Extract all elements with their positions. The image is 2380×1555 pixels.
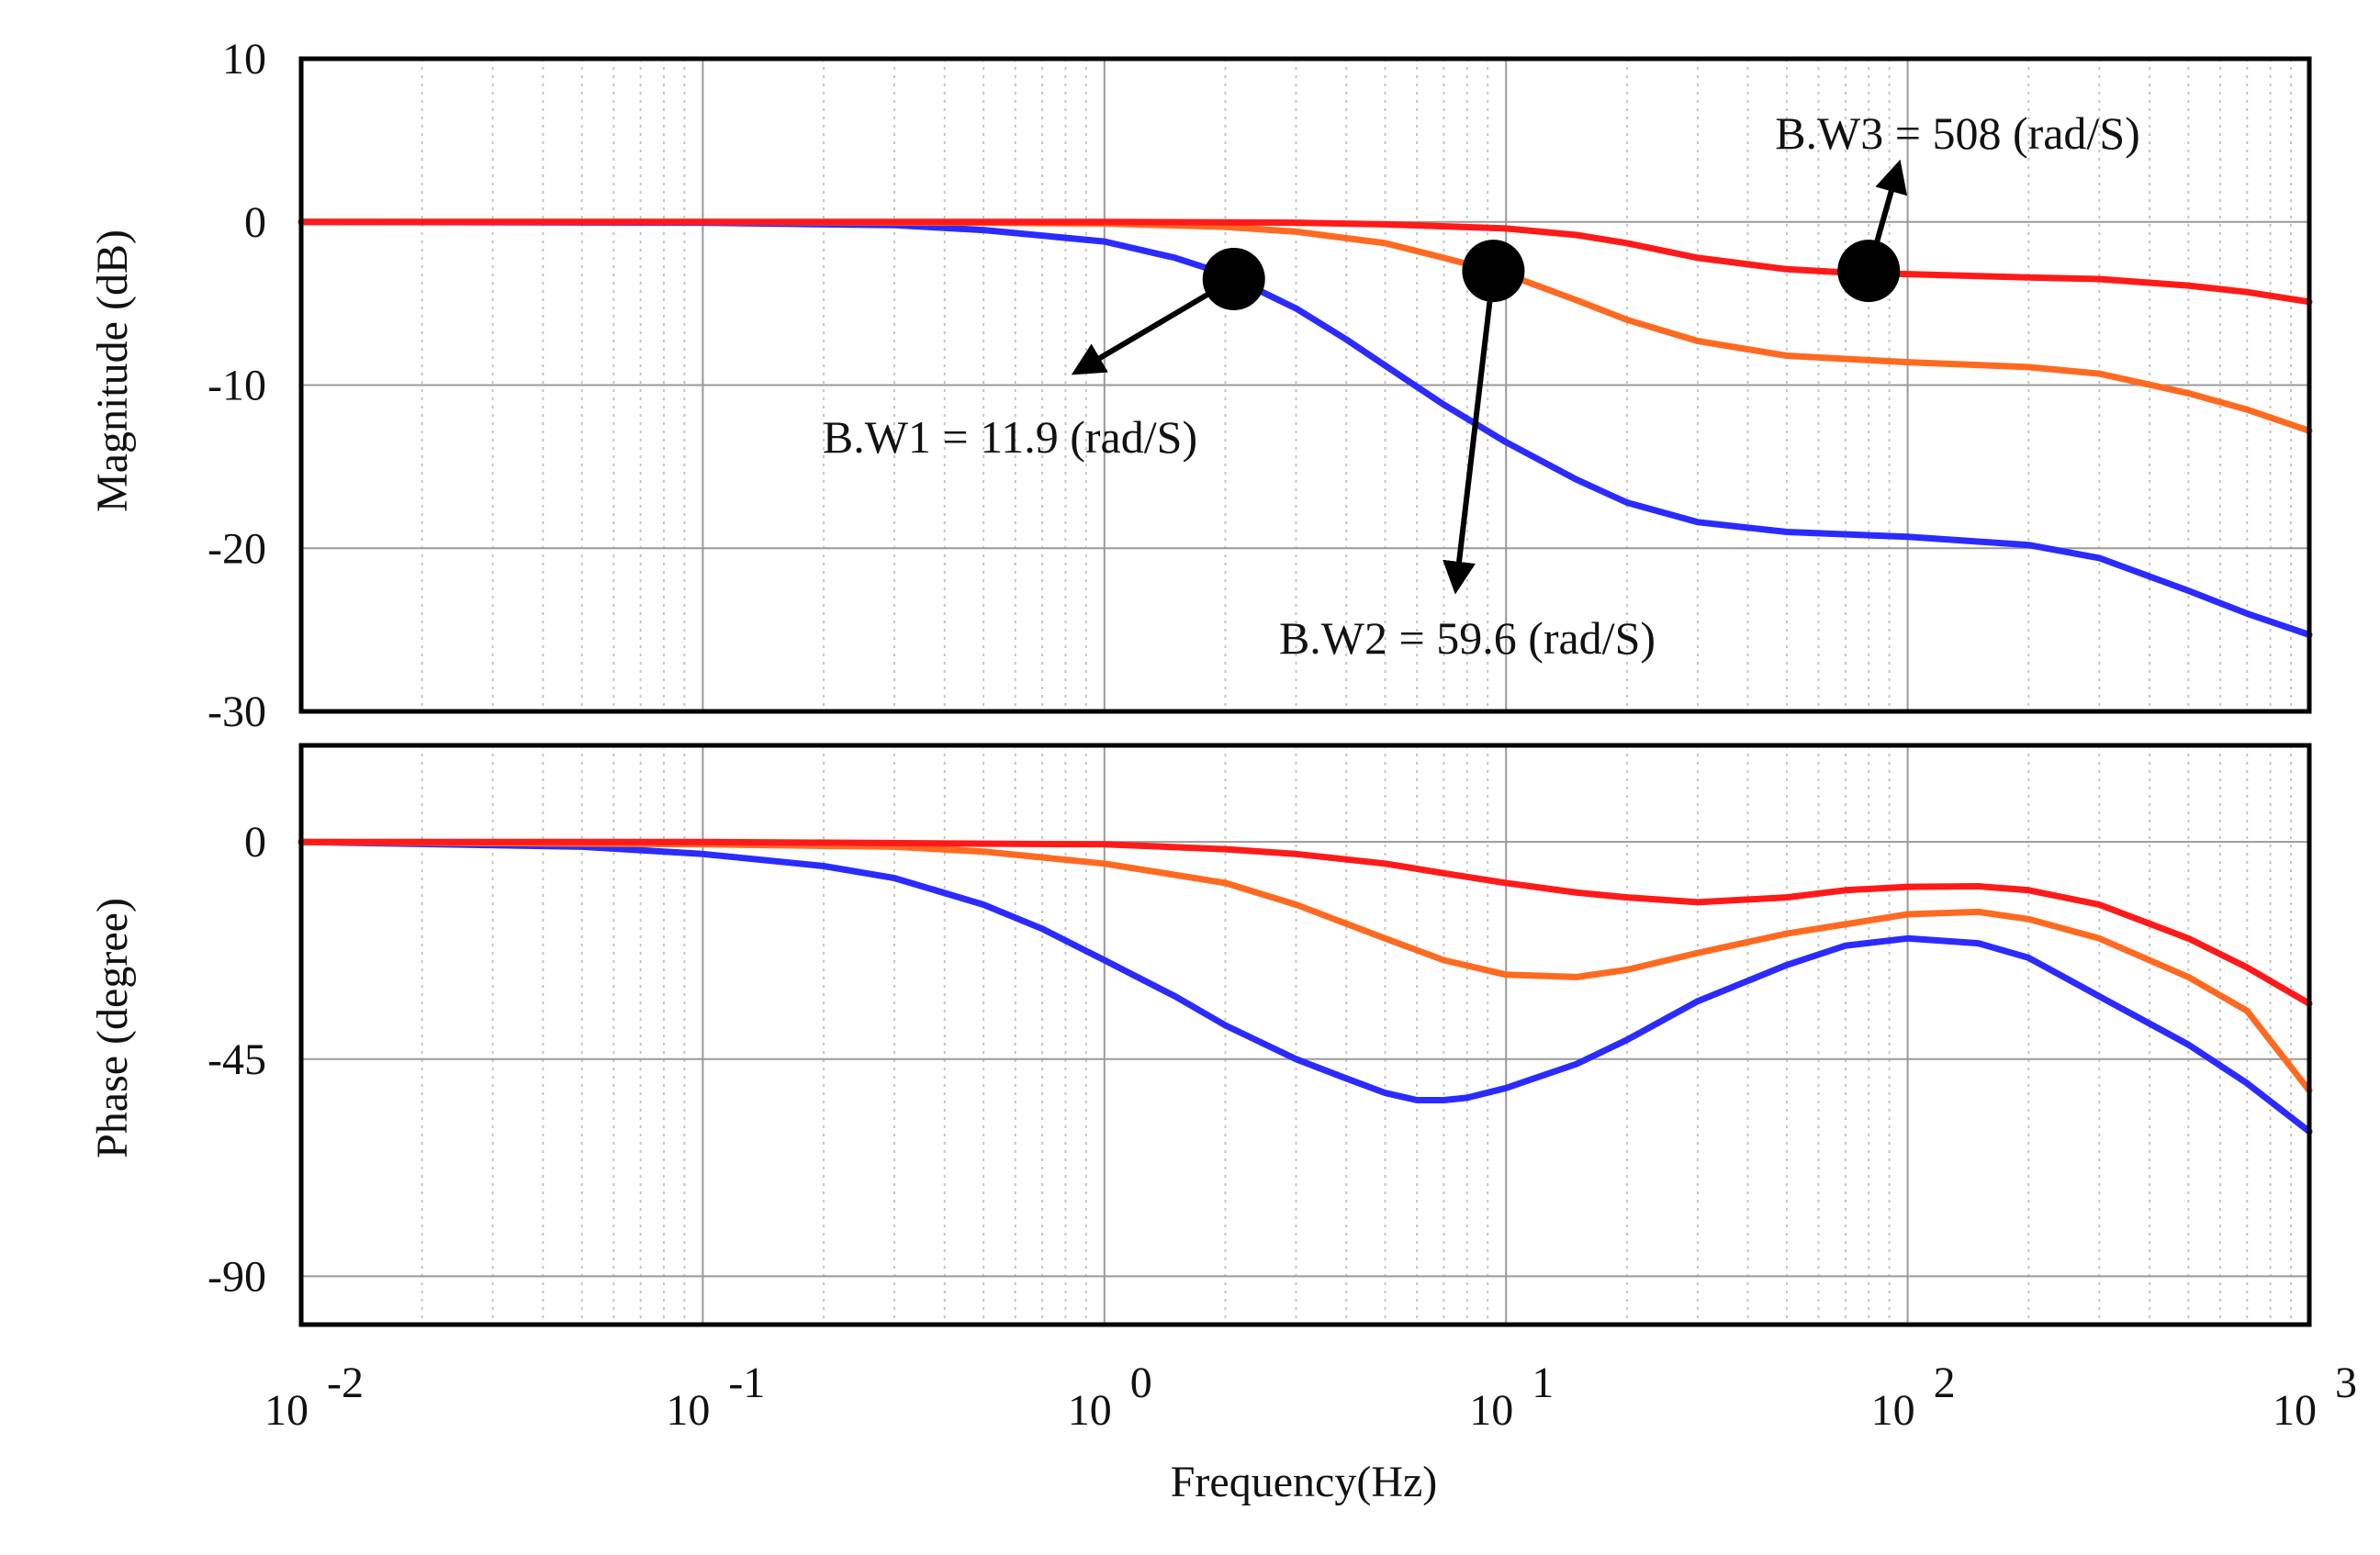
bandwidth-marker [1202,247,1265,310]
x-tick-exponent: 1 [1532,1359,1554,1407]
series-line-case1 [298,218,2313,638]
y-tick-label: -30 [208,688,266,736]
y-tick-label: 0 [244,818,266,867]
plot-frame [298,743,2312,1327]
y-tick-label: 0 [244,198,266,247]
plot-frame [298,56,2312,714]
x-tick-exponent: -2 [327,1359,364,1407]
y-tick-label: -20 [208,524,266,573]
x-tick-label: 10 [1068,1386,1112,1435]
annotation-arrow [1443,270,1497,595]
series-line-case3 [298,218,2313,306]
x-tick-label: 10 [666,1386,710,1435]
x-tick-label: 10 [264,1386,309,1435]
x-tick-label: 10 [1871,1386,1915,1435]
y-tick-label: -45 [208,1035,266,1084]
phase-ylabel: Phase (degree) [88,898,137,1158]
bandwidth-annotation-label: B.W3 = 508 (rad/S) [1775,107,2140,159]
y-tick-label: 10 [222,35,266,84]
x-tick-label: 10 [1469,1386,1513,1435]
series-line-case2 [298,838,2313,1094]
bandwidth-annotation-label: B.W2 = 59.6 (rad/S) [1279,612,1656,664]
x-tick-exponent: -1 [728,1359,765,1407]
series-line-case1 [298,838,2313,1135]
x-tick-labels: 10 -2 10 -1 10 0 10 1 10 2 10 3 [264,1359,2357,1435]
series-line-case3 [298,838,2313,1007]
x-tick-label: 10 [2273,1386,2317,1435]
x-tick-exponent: 3 [2335,1359,2357,1407]
series-line-case2 [298,218,2313,434]
bandwidth-marker [1462,240,1525,303]
x-tick-exponent: 0 [1130,1359,1152,1407]
x-tick-exponent: 2 [1934,1359,1956,1407]
bandwidth-annotation-label: B.W1 = 11.9 (rad/S) [823,411,1197,463]
y-tick-label: -10 [208,362,266,410]
magnitude-ylabel: Magnitude (dB) [88,229,137,512]
x-axis-label: Frequency(Hz) [1171,1458,1438,1506]
bandwidth-marker [1837,240,1901,303]
y-tick-label: -90 [208,1252,266,1301]
phase-panel: 0 -45 -90 [208,743,2313,1327]
magnitude-panel: 10 0 -10 -20 -30 B.W1 = 11.9 (rad/S) B.W2 = 59… [208,35,2313,736]
